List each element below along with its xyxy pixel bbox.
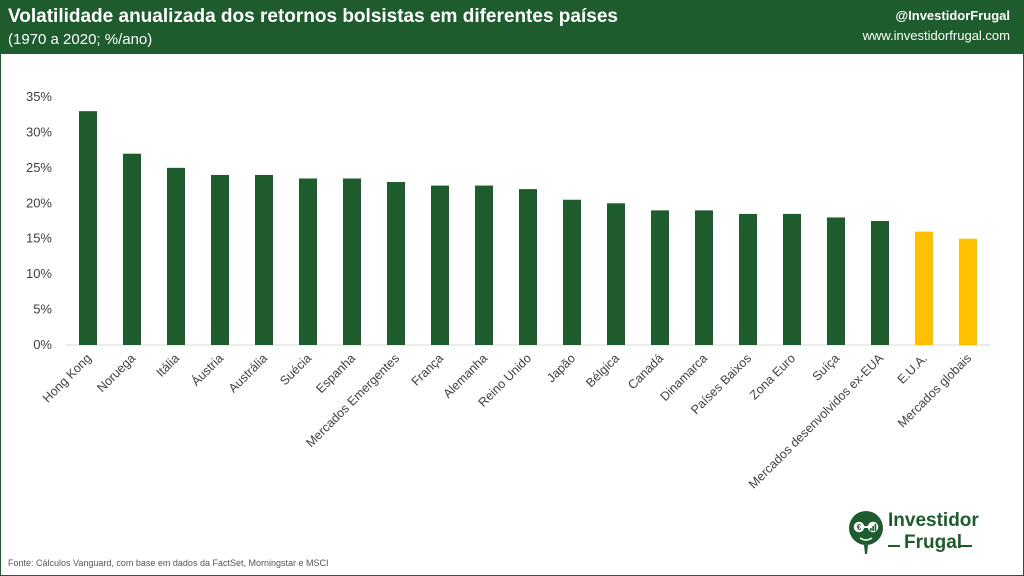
bar xyxy=(783,213,801,345)
x-tick-label: E.U.A. xyxy=(895,351,930,386)
source-note: Fonte: Cálculos Vanguard, com base em da… xyxy=(8,558,329,568)
x-tick-label: França xyxy=(409,351,446,388)
y-tick-label: 5% xyxy=(33,302,52,317)
x-tick-label: Hong Kong xyxy=(40,351,94,405)
y-tick-label: 30% xyxy=(26,124,52,139)
bar xyxy=(651,210,669,345)
x-tick-label: Mercados globais xyxy=(895,351,974,430)
x-tick-label: Zona Euro xyxy=(747,351,798,402)
bar xyxy=(79,111,97,345)
x-tick-label: Japão xyxy=(544,351,578,385)
bar xyxy=(739,213,757,345)
bar xyxy=(299,178,317,345)
bar xyxy=(519,189,537,345)
svg-text:€: € xyxy=(857,523,862,532)
x-tick-label: Bélgica xyxy=(583,351,622,390)
bar xyxy=(475,185,493,345)
logo-mascot-icon: € xyxy=(849,511,883,554)
x-tick-label: Espanha xyxy=(313,351,358,396)
bar xyxy=(959,238,977,345)
bar xyxy=(387,182,405,345)
bar xyxy=(607,203,625,345)
chart-title: Volatilidade anualizada dos retornos bol… xyxy=(8,6,618,27)
logo-text-line1: Investidor xyxy=(888,510,979,531)
bar xyxy=(695,210,713,345)
y-tick-label: 10% xyxy=(26,266,52,281)
website-link[interactable]: www.investidorfrugal.com xyxy=(862,28,1010,43)
investidor-frugal-logo: € Investidor Frugal xyxy=(846,508,979,556)
y-tick-label: 0% xyxy=(33,337,52,352)
x-tick-label: Austrália xyxy=(226,351,270,395)
bar xyxy=(871,221,889,345)
x-tick-label: Suécia xyxy=(277,351,314,388)
bar-chart: 0% 5% 10% 15% 20% 25% 30% 35% Hong Kong Noruega It… xyxy=(26,89,990,491)
logo-text-line2: Frugal xyxy=(904,532,963,553)
y-tick-label: 25% xyxy=(26,160,52,175)
y-tick-label: 15% xyxy=(26,231,52,246)
bar xyxy=(211,174,229,345)
x-tick-label: Itália xyxy=(154,351,183,380)
chart-subtitle: (1970 a 2020; %/ano) xyxy=(8,31,153,48)
bar xyxy=(431,185,449,345)
bar xyxy=(123,153,141,345)
bar xyxy=(343,178,361,345)
header-bar: Volatilidade anualizada dos retornos bol… xyxy=(0,0,1024,54)
x-tick-label: Suíça xyxy=(810,351,843,384)
social-handle: @InvestidorFrugal xyxy=(895,8,1010,23)
bar xyxy=(167,167,185,345)
x-tick-label: Canadá xyxy=(625,351,666,392)
bar xyxy=(827,217,845,345)
y-tick-label: 35% xyxy=(26,89,52,104)
bar xyxy=(255,174,273,345)
logo-dash-left xyxy=(888,545,900,547)
logo-dash-right xyxy=(960,545,972,547)
x-tick-label: Noruega xyxy=(94,351,138,395)
bar xyxy=(563,199,581,345)
y-tick-label: 20% xyxy=(26,195,52,210)
x-tick-label: Áustria xyxy=(188,350,226,388)
bar xyxy=(915,231,933,345)
